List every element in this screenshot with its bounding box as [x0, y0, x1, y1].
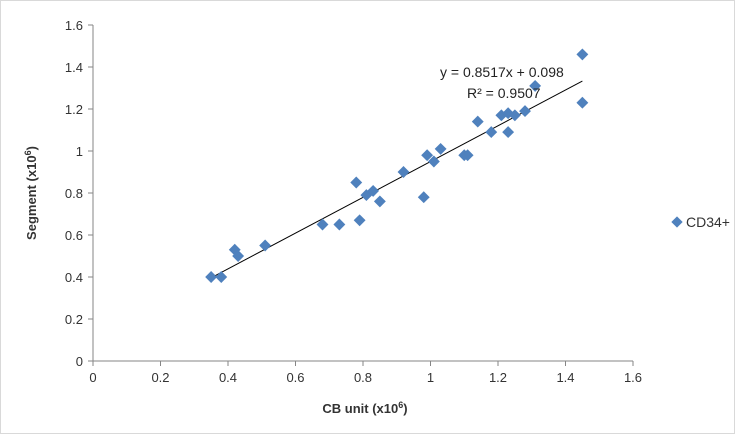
data-point	[353, 214, 366, 227]
data-point	[259, 239, 272, 252]
data-point	[485, 126, 498, 139]
legend: CD34+	[671, 214, 730, 230]
y-tick-label: 1.2	[65, 102, 83, 117]
data-point	[471, 115, 484, 128]
data-point	[519, 105, 531, 118]
y-tick-label: 1.4	[65, 60, 83, 75]
data-points	[205, 48, 589, 283]
y-axis-title: Segment (x106)	[23, 146, 39, 240]
x-tick-label: 0.6	[286, 370, 304, 385]
equation-label: y = 0.8517x + 0.098	[440, 64, 564, 80]
x-tick-label: 0.8	[354, 370, 372, 385]
x-tick-label: 1	[427, 370, 434, 385]
data-point	[373, 195, 386, 208]
legend-label: CD34+	[686, 214, 730, 230]
trendline	[210, 80, 583, 279]
y-tick-labels: 0 0.2 0.4 0.6 0.8 1 1.2 1.4 1.6	[65, 18, 83, 369]
x-tick-label: 1.4	[556, 370, 574, 385]
data-point	[333, 218, 346, 231]
data-point	[576, 48, 589, 61]
data-point	[576, 96, 589, 109]
data-point	[397, 166, 410, 178]
data-point	[205, 271, 218, 283]
x-tick-label: 1.6	[624, 370, 642, 385]
x-tick-label: 0.4	[219, 370, 237, 385]
y-tick-label: 0.4	[65, 270, 83, 285]
x-tick-labels: 0 0.2 0.4 0.6 0.8 1 1.2 1.4 1.6	[89, 370, 642, 385]
y-tick-label: 0.2	[65, 312, 83, 327]
r2-label: R² = 0.9507	[467, 85, 541, 101]
data-point	[215, 271, 228, 283]
y-tick-label: 1	[76, 144, 83, 159]
data-point	[316, 218, 329, 231]
data-point	[232, 250, 245, 262]
y-tick-label: 0	[76, 354, 83, 369]
data-point	[502, 126, 515, 139]
data-point	[417, 191, 430, 204]
data-point	[350, 176, 363, 189]
data-point	[434, 142, 447, 155]
y-tick-label: 0.6	[65, 228, 83, 243]
axes	[88, 24, 634, 366]
x-tick-label: 0	[89, 370, 96, 385]
y-tick-label: 0.8	[65, 186, 83, 201]
x-tick-label: 0.2	[151, 370, 169, 385]
y-tick-label: 1.6	[65, 18, 83, 33]
x-axis-title: CB unit (x106)	[322, 400, 407, 416]
x-tick-label: 1.2	[489, 370, 507, 385]
legend-marker	[671, 216, 683, 228]
